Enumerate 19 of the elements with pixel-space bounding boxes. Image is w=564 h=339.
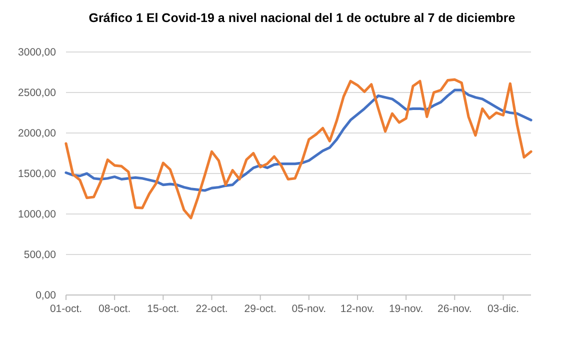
y-tick-label: 500,00: [24, 249, 56, 262]
x-tick-label: 22-oct.: [196, 303, 228, 315]
x-tick-label: 03-dic.: [487, 303, 519, 315]
x-tick-label: 26-nov.: [438, 303, 472, 315]
y-tick-label: 2500,00: [18, 87, 56, 100]
x-tick-label: 15-oct.: [147, 303, 180, 315]
x-tick-label: 12-nov.: [340, 303, 375, 315]
y-tick-label: 1500,00: [18, 168, 56, 180]
y-tick-label: 0,00: [36, 290, 56, 302]
line-series: [64, 78, 532, 220]
x-tick-label: 05-nov.: [292, 303, 326, 315]
chart-title: Gráfico 1 El Covid-19 a nivel nacional del 1 de octubre al 7 de diciembre: [88, 11, 516, 25]
x-tick-label: 29-oct.: [244, 303, 276, 315]
x-tick-label: 19-nov.: [388, 303, 424, 315]
x-tick-label: 08-oct.: [98, 303, 131, 315]
y-tick-label: 2000,00: [18, 128, 56, 140]
y-tick-label: 1000,00: [18, 208, 56, 221]
x-tick-label: 01-oct.: [50, 303, 82, 315]
y-tick-label: 3000,00: [18, 46, 56, 59]
